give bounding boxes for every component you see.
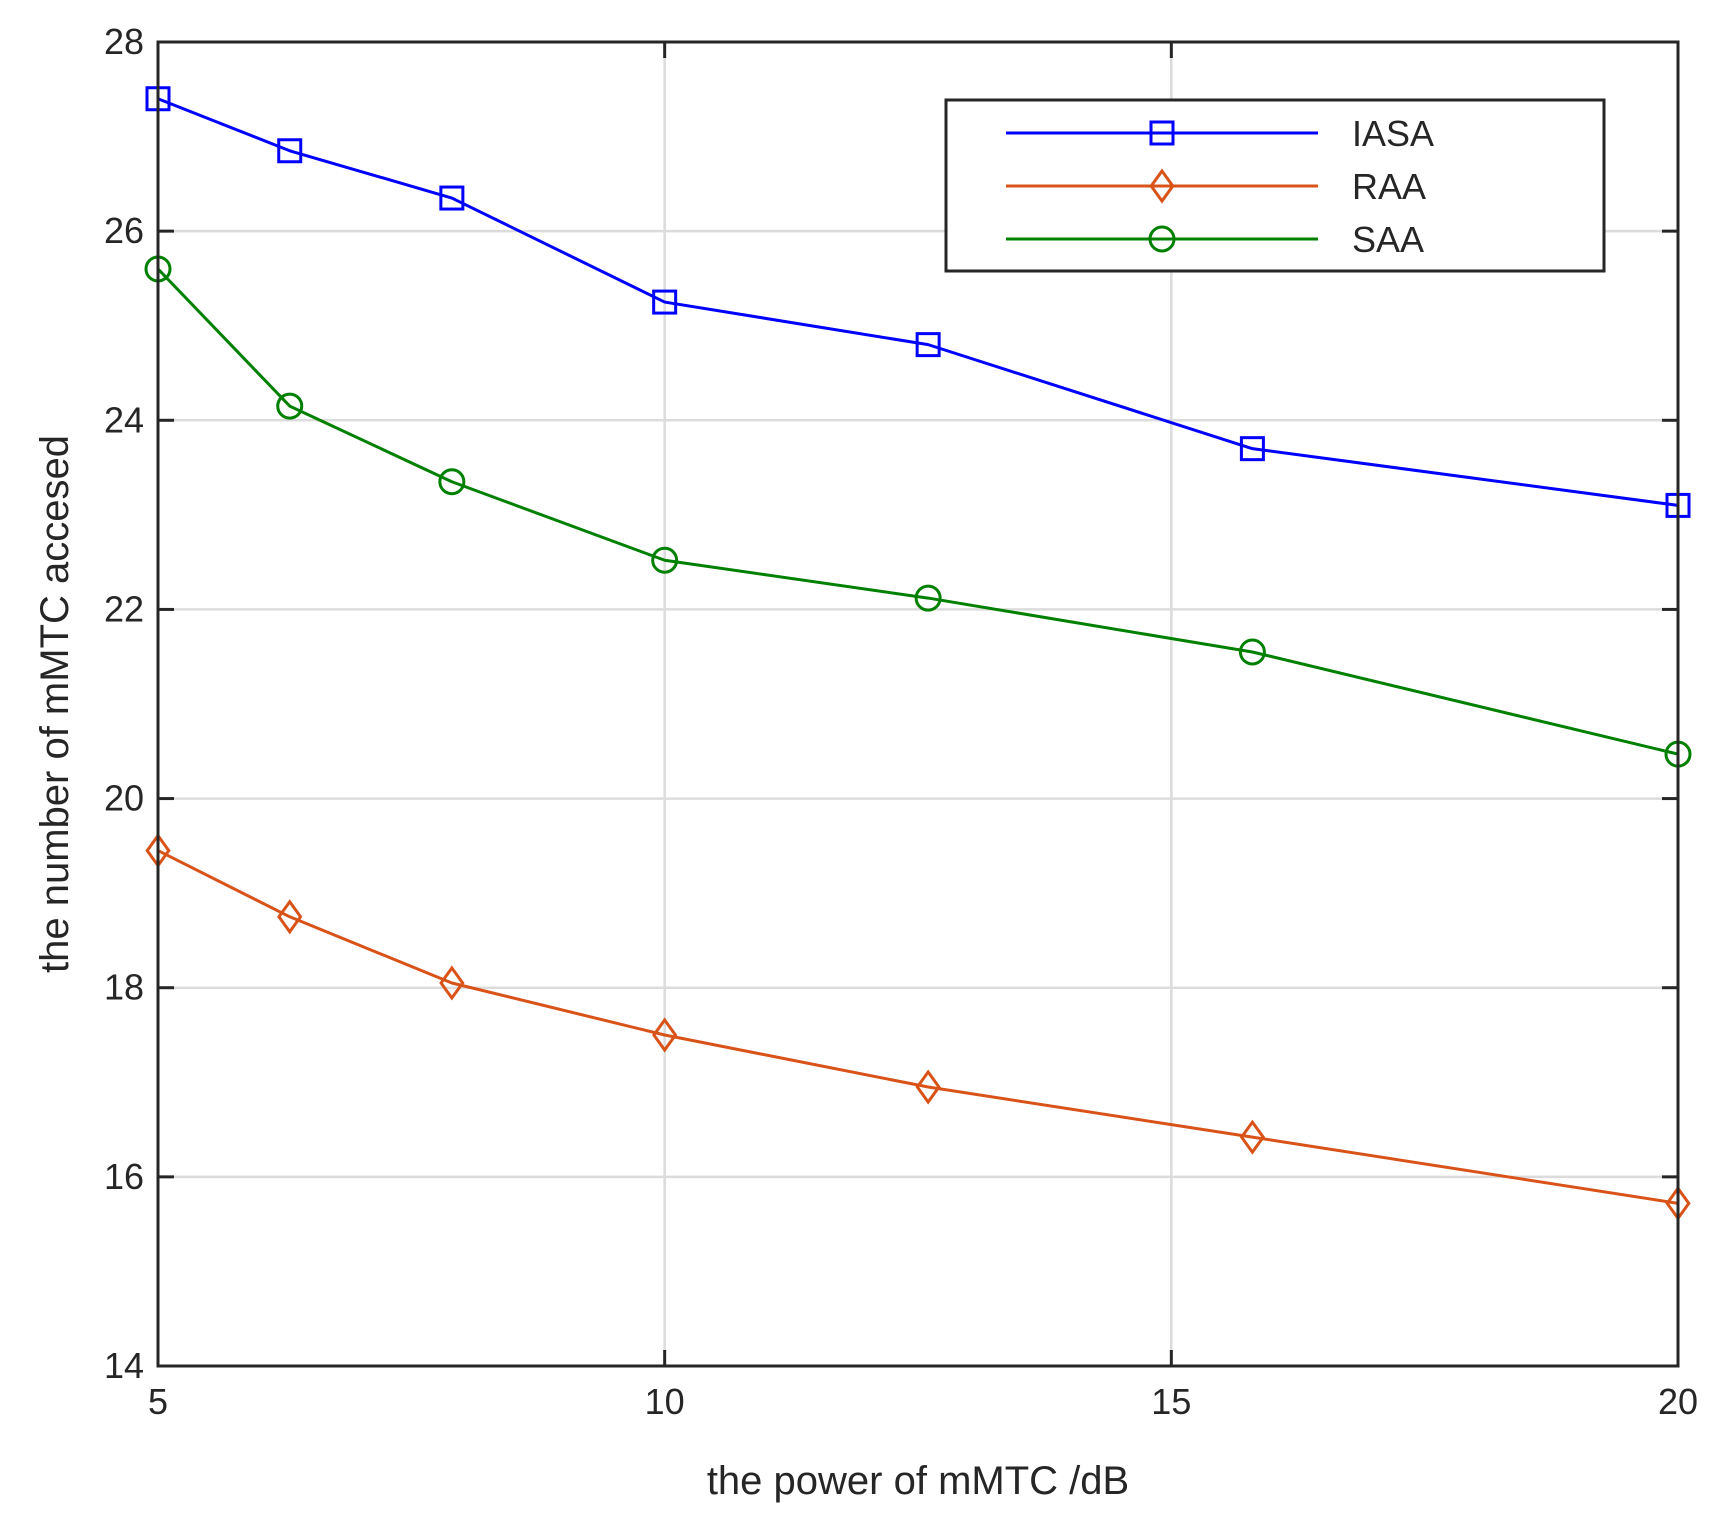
- data-point-raa: [277, 899, 303, 935]
- legend: IASA RAA SAA: [944, 98, 1606, 273]
- data-point-iasa: [1239, 436, 1265, 462]
- data-point-saa: [1238, 638, 1266, 666]
- data-point-raa: [439, 965, 465, 1001]
- y-axis-label: the number of mMTC accesed: [33, 435, 77, 973]
- data-point-iasa: [277, 138, 303, 164]
- axis-ticks: [156, 40, 1680, 1368]
- data-point-raa: [652, 1017, 678, 1053]
- legend-label-iasa: IASA: [1352, 113, 1434, 154]
- legend-marker-iasa: [1149, 120, 1175, 146]
- x-tick-label: 5: [148, 1381, 168, 1422]
- y-tick-label: 28: [104, 21, 144, 62]
- tick-labels: 5 10 15 20 14 16 18 20 22 24 26 28: [104, 21, 1698, 1422]
- data-point-saa: [651, 546, 679, 574]
- y-tick-label: 22: [104, 588, 144, 629]
- legend-label-raa: RAA: [1352, 166, 1426, 207]
- data-point-saa: [276, 392, 304, 420]
- series-line-raa: [157, 849, 1679, 1205]
- x-axis-label: the power of mMTC /dB: [707, 1459, 1129, 1503]
- y-tick-label: 18: [104, 967, 144, 1008]
- plot-frame: [156, 40, 1680, 1368]
- data-point-saa: [438, 468, 466, 496]
- y-tick-label: 26: [104, 210, 144, 251]
- legend-label-saa: SAA: [1352, 219, 1424, 260]
- y-tick-label: 20: [104, 778, 144, 819]
- data-point-iasa: [439, 185, 465, 211]
- grid: [158, 42, 1678, 1366]
- y-tick-label: 14: [104, 1345, 144, 1386]
- data-point-saa: [914, 584, 942, 612]
- legend-item-iasa: IASA: [1006, 113, 1434, 154]
- data-point-raa: [915, 1069, 941, 1105]
- legend-item-raa: RAA: [1006, 166, 1426, 207]
- x-tick-label: 20: [1658, 1381, 1698, 1422]
- series-line-iasa: [157, 97, 1679, 507]
- data-point-raa: [1239, 1119, 1266, 1155]
- legend-marker-raa: [1149, 168, 1175, 204]
- series-saa: [144, 255, 1692, 768]
- legend-item-saa: SAA: [1006, 219, 1424, 260]
- series-line-saa: [156, 267, 1679, 756]
- y-tick-label: 16: [104, 1156, 144, 1197]
- data-point-iasa: [915, 332, 941, 358]
- legend-marker-saa: [1148, 225, 1176, 253]
- x-tick-label: 15: [1151, 1381, 1191, 1422]
- y-tick-label: 24: [104, 399, 144, 440]
- data-point-iasa: [652, 289, 678, 315]
- x-tick-label: 10: [645, 1381, 685, 1422]
